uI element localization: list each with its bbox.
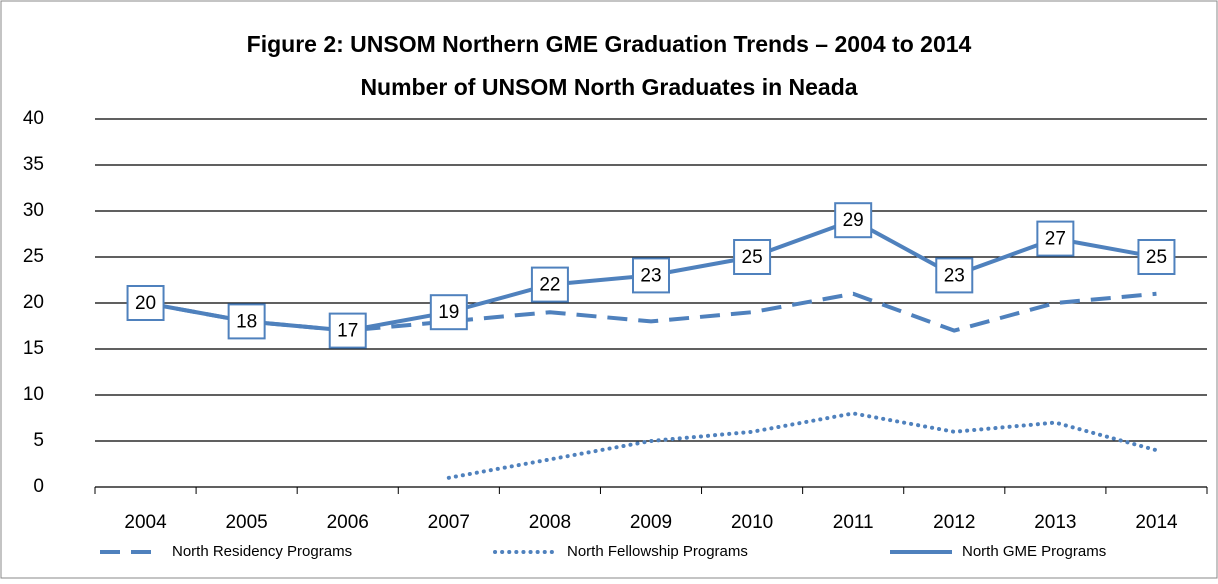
x-tick-label: 2010 [731,512,773,533]
data-label: 20 [135,293,156,314]
x-tick-label: 2006 [327,512,369,533]
data-label-box [227,303,266,340]
y-tick-label: 25 [23,246,44,267]
y-tick-label: 10 [23,384,44,405]
y-tick-label: 30 [23,200,44,221]
data-label: 22 [539,275,560,296]
data-label-box [1036,220,1075,257]
data-label-box [126,285,165,321]
x-tick-label: 2004 [124,512,167,533]
chart-title: Figure 2: UNSOM Northern GME Graduation … [247,31,972,57]
data-label: 25 [1146,247,1167,268]
data-label-box [632,257,670,294]
data-label: 23 [944,265,965,286]
data-label: 25 [742,247,763,268]
x-tick-label: 2011 [833,512,874,533]
chart-subtitle: Number of UNSOM North Graduates in Neada [360,74,857,100]
data-label: 18 [236,311,257,332]
y-tick-label: 5 [33,430,44,451]
legend-label: North GME Programs [962,543,1106,560]
x-tick-label: 2008 [529,512,571,533]
x-tick-label: 2014 [1135,512,1178,533]
data-label-box [935,257,974,294]
data-label: 27 [1045,229,1066,250]
data-label-box [834,202,873,239]
y-tick-label: 20 [23,292,44,313]
y-tick-label: 0 [33,476,44,497]
y-tick-label: 35 [23,154,44,175]
data-label: 19 [438,302,459,323]
series-line [446,411,1159,480]
y-tick-label: 40 [23,108,44,129]
data-label: 29 [843,210,864,231]
data-label-box [1137,239,1176,275]
x-tick-label: 2005 [225,512,267,533]
data-label: 23 [640,265,661,286]
x-tick-label: 2012 [933,512,975,533]
y-tick-label: 15 [23,338,44,359]
x-tick-label: 2007 [428,512,470,533]
legend-label: North Residency Programs [172,543,352,560]
data-label-box [328,312,367,349]
legend-label: North Fellowship Programs [567,543,748,560]
data-label-box [733,239,772,275]
data-label-box [530,266,569,303]
data-label: 17 [337,321,358,342]
x-tick-label: 2013 [1034,512,1076,533]
data-label-box [429,294,468,331]
x-tick-label: 2009 [630,512,672,533]
